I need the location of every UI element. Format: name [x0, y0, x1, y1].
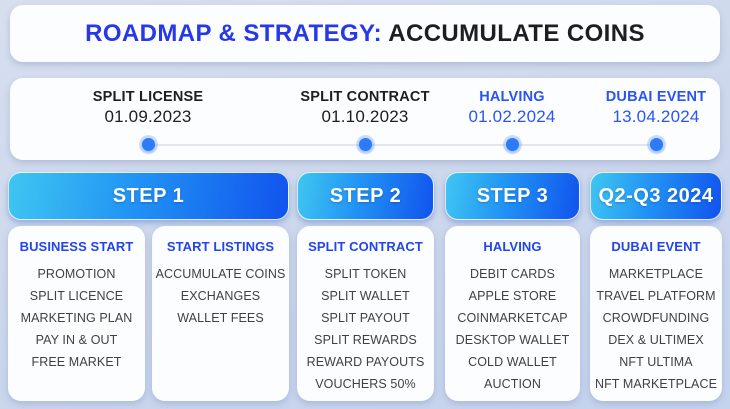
step-column: STEP 2 SPLIT CONTRACT SPLIT TOKEN SPLIT WAL…: [297, 172, 434, 401]
card-item: AUCTION: [484, 377, 541, 391]
card-item: DEX & ULTIMEX: [608, 333, 704, 347]
step-column: STEP 1 BUSINESS START PROMOTION SPLIT LICEN…: [8, 172, 289, 401]
step-card: BUSINESS START PROMOTION SPLIT LICENCE MARK…: [8, 226, 145, 401]
step-card: HALVING DEBIT CARDS APPLE STORE COINMARKETC…: [445, 226, 580, 401]
step-card: DUBAI EVENT MARKETPLACE TRAVEL PLATFORM CRO…: [590, 226, 722, 401]
milestone-date: 13.04.2024: [612, 107, 700, 127]
step-cards-row: SPLIT CONTRACT SPLIT TOKEN SPLIT WALLET SPL…: [297, 226, 434, 401]
card-item: APPLE STORE: [468, 289, 557, 303]
timeline-dot: [505, 138, 519, 151]
card-item: NFT MARKETPLACE: [594, 377, 718, 391]
card-item: MARKETPLACE: [608, 267, 704, 281]
card-item: FREE MARKET: [31, 355, 122, 369]
step-cards-row: HALVING DEBIT CARDS APPLE STORE COINMARKETC…: [445, 226, 580, 401]
card-item: SPLIT PAYOUT: [321, 311, 410, 325]
card-item: ACCUMULATE COINS: [155, 267, 286, 281]
card-heading: BUSINESS START: [19, 239, 134, 254]
card-item: DESKTOP WALLET: [455, 333, 570, 347]
timeline-milestone: HALVING 01.02.2024: [427, 88, 597, 127]
card-item: COINMARKETCAP: [457, 311, 568, 325]
card-heading: DUBAI EVENT: [611, 239, 701, 254]
timeline-milestone: SPLIT CONTRACT 01.10.2023: [280, 88, 450, 127]
card-heading: START LISTINGS: [166, 239, 275, 254]
step-cards-row: DUBAI EVENT MARKETPLACE TRAVEL PLATFORM CRO…: [590, 226, 722, 401]
milestone-date: 01.10.2023: [321, 107, 409, 127]
step-card: SPLIT CONTRACT SPLIT TOKEN SPLIT WALLET SPL…: [297, 226, 434, 401]
step-header: STEP 2: [297, 172, 434, 220]
card-item: SPLIT TOKEN: [324, 267, 407, 281]
milestone-name: HALVING: [479, 89, 545, 105]
milestone-name: SPLIT CONTRACT: [300, 89, 430, 105]
card-item: PAY IN & OUT: [35, 333, 118, 347]
timeline: SPLIT LICENSE 01.09.2023 SPLIT CONTRACT 01.…: [10, 78, 720, 160]
milestone-name: DUBAI EVENT: [605, 89, 707, 105]
milestone-name: SPLIT LICENSE: [92, 89, 204, 105]
timeline-dot: [141, 138, 155, 151]
step-column: STEP 3 HALVING DEBIT CARDS APPLE STORE COINM…: [445, 172, 580, 401]
step-header: Q2-Q3 2024: [590, 172, 722, 220]
card-item: SPLIT REWARDS: [314, 333, 417, 347]
card-item: CROWDFUNDING: [602, 311, 710, 325]
title-banner: ROADMAP & STRATEGY: ACCUMULATE COINS: [10, 5, 720, 62]
card-item: VOUCHERS 50%: [315, 377, 416, 391]
timeline-milestone: DUBAI EVENT 13.04.2024: [571, 88, 730, 127]
card-item: REWARD PAYOUTS: [306, 355, 425, 369]
milestone-date: 01.02.2024: [468, 107, 556, 127]
card-item: DEBIT CARDS: [470, 267, 555, 281]
card-item: PROMOTION: [37, 267, 116, 281]
card-heading: HALVING: [483, 239, 542, 254]
timeline-dot: [649, 138, 663, 151]
step-header: STEP 3: [445, 172, 580, 220]
step-cards-row: BUSINESS START PROMOTION SPLIT LICENCE MARK…: [8, 226, 289, 401]
card-item: TRAVEL PLATFORM: [596, 289, 716, 303]
card-item: NFT ULTIMA: [619, 355, 693, 369]
page-title-highlight: ROADMAP & STRATEGY:: [85, 19, 383, 47]
page-title-rest: ACCUMULATE COINS: [382, 19, 645, 47]
card-item: COLD WALLET: [468, 355, 557, 369]
card-item: EXCHANGES: [180, 289, 261, 303]
card-item: SPLIT WALLET: [321, 289, 410, 303]
step-column: Q2-Q3 2024 DUBAI EVENT MARKETPLACE TRAVEL P…: [590, 172, 722, 401]
step-card: START LISTINGS ACCUMULATE COINS EXCHANGES W…: [152, 226, 289, 401]
card-item: SPLIT LICENCE: [29, 289, 124, 303]
timeline-milestone: SPLIT LICENSE 01.09.2023: [63, 88, 233, 127]
step-header: STEP 1: [8, 172, 289, 220]
timeline-dot: [358, 138, 372, 151]
card-heading: SPLIT CONTRACT: [308, 239, 423, 254]
timeline-line: [148, 144, 656, 146]
card-item: WALLET FEES: [177, 311, 264, 325]
milestone-date: 01.09.2023: [104, 107, 192, 127]
card-item: MARKETING PLAN: [20, 311, 133, 325]
